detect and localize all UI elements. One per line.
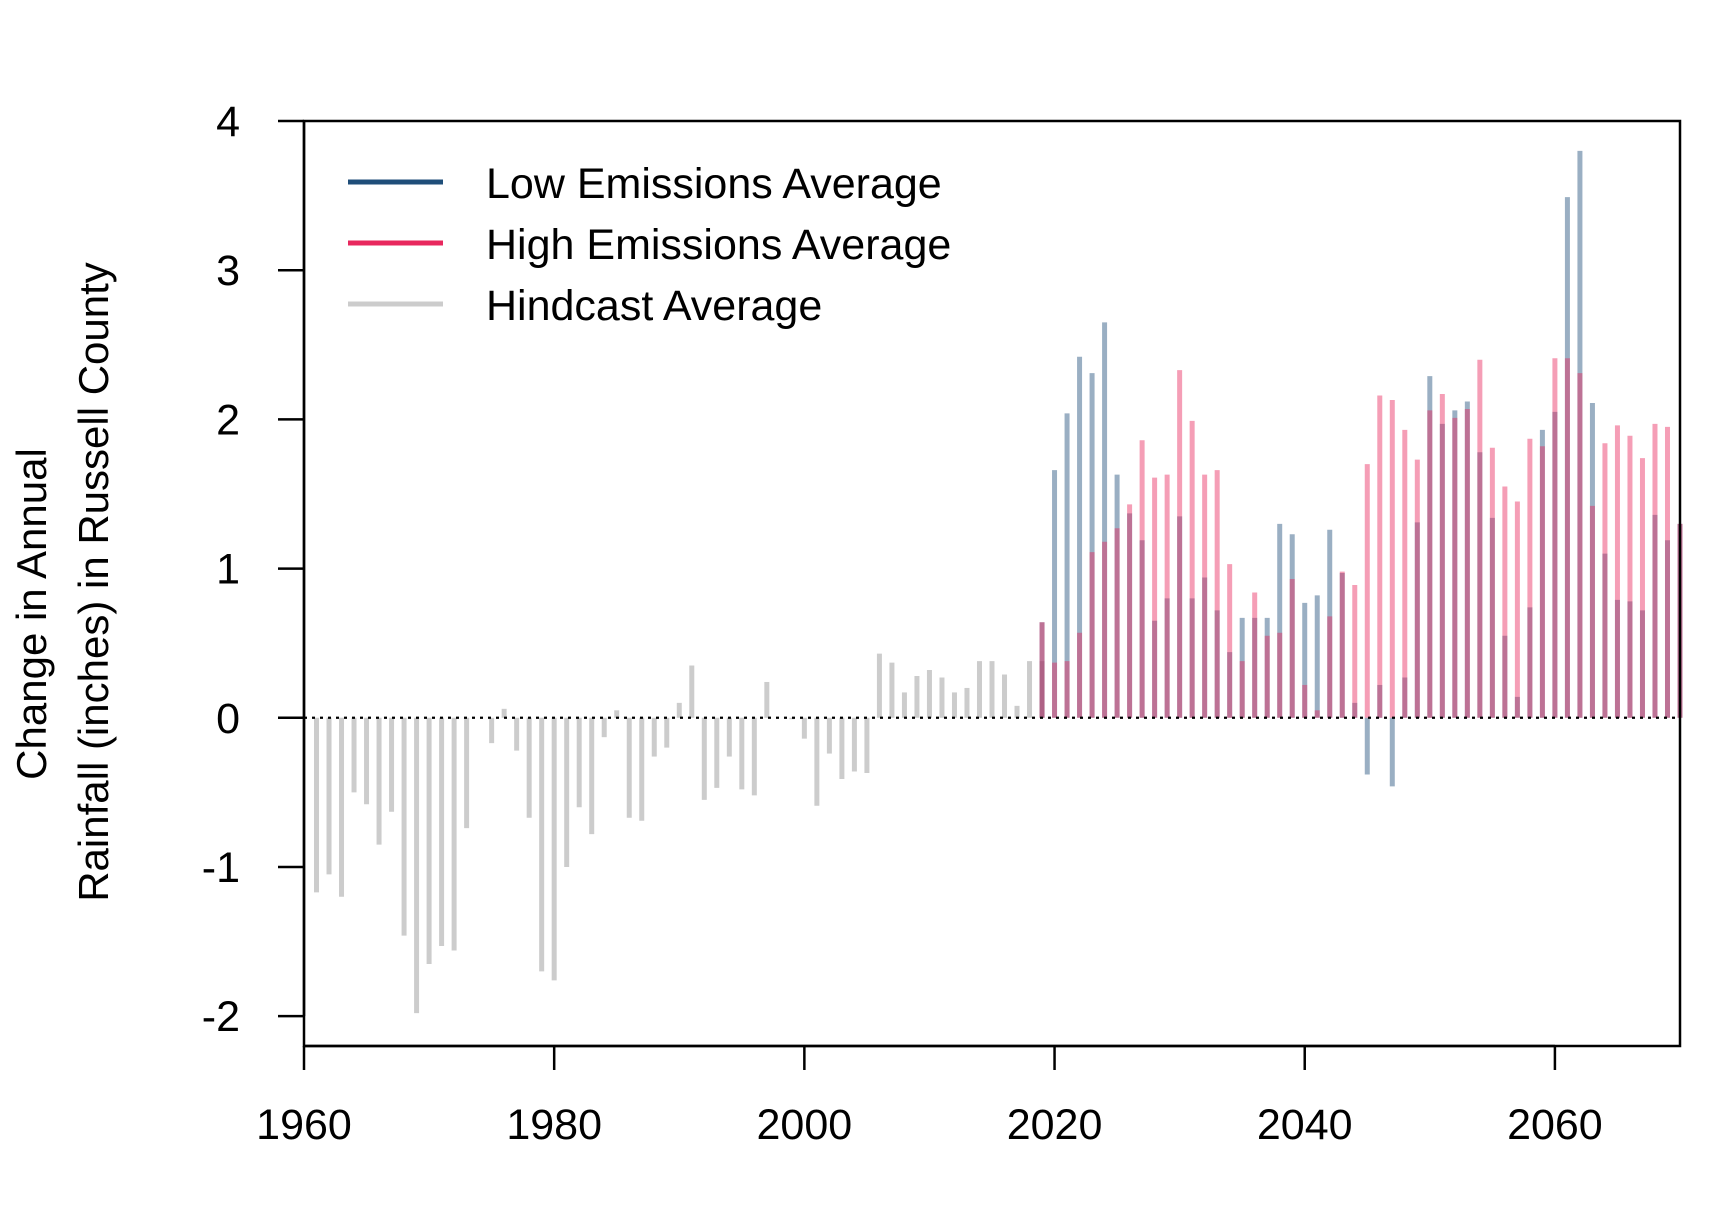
- y-axis-label-line1: Change in Annual: [8, 448, 55, 780]
- y-tick-label-2: 2: [216, 396, 240, 444]
- bars-layer: [314, 150, 1683, 1014]
- y-tick-label-1: 1: [216, 546, 240, 594]
- x-tick-label-2000: 2000: [757, 1101, 853, 1149]
- y-axis-label-line2: Rainfall (inches) in Russell County: [70, 262, 117, 902]
- y-tick-label-0: 0: [216, 695, 240, 743]
- y-tick-label--1: -1: [202, 844, 240, 892]
- legend-label-hindcast: Hindcast Average: [486, 282, 822, 330]
- y-tick-label--2: -2: [202, 993, 240, 1041]
- x-tick-label-1980: 1980: [506, 1101, 602, 1149]
- x-axis: 1960 1980 2000 2020 2040 2060: [256, 1044, 1603, 1149]
- x-tick-label-2060: 2060: [1507, 1101, 1603, 1149]
- y-tick-label-3: 3: [216, 247, 240, 295]
- legend-label-low-emissions: Low Emissions Average: [486, 160, 942, 208]
- x-tick-label-1960: 1960: [256, 1101, 352, 1149]
- legend-label-high-emissions: High Emissions Average: [486, 221, 951, 269]
- y-tick-label-4: 4: [216, 98, 240, 146]
- x-tick-label-2040: 2040: [1257, 1101, 1353, 1149]
- x-tick-label-2020: 2020: [1007, 1101, 1103, 1149]
- legend: Low Emissions Average High Emissions Ave…: [348, 160, 951, 330]
- y-axis: -2 -1 0 1 2 3 4: [202, 98, 306, 1041]
